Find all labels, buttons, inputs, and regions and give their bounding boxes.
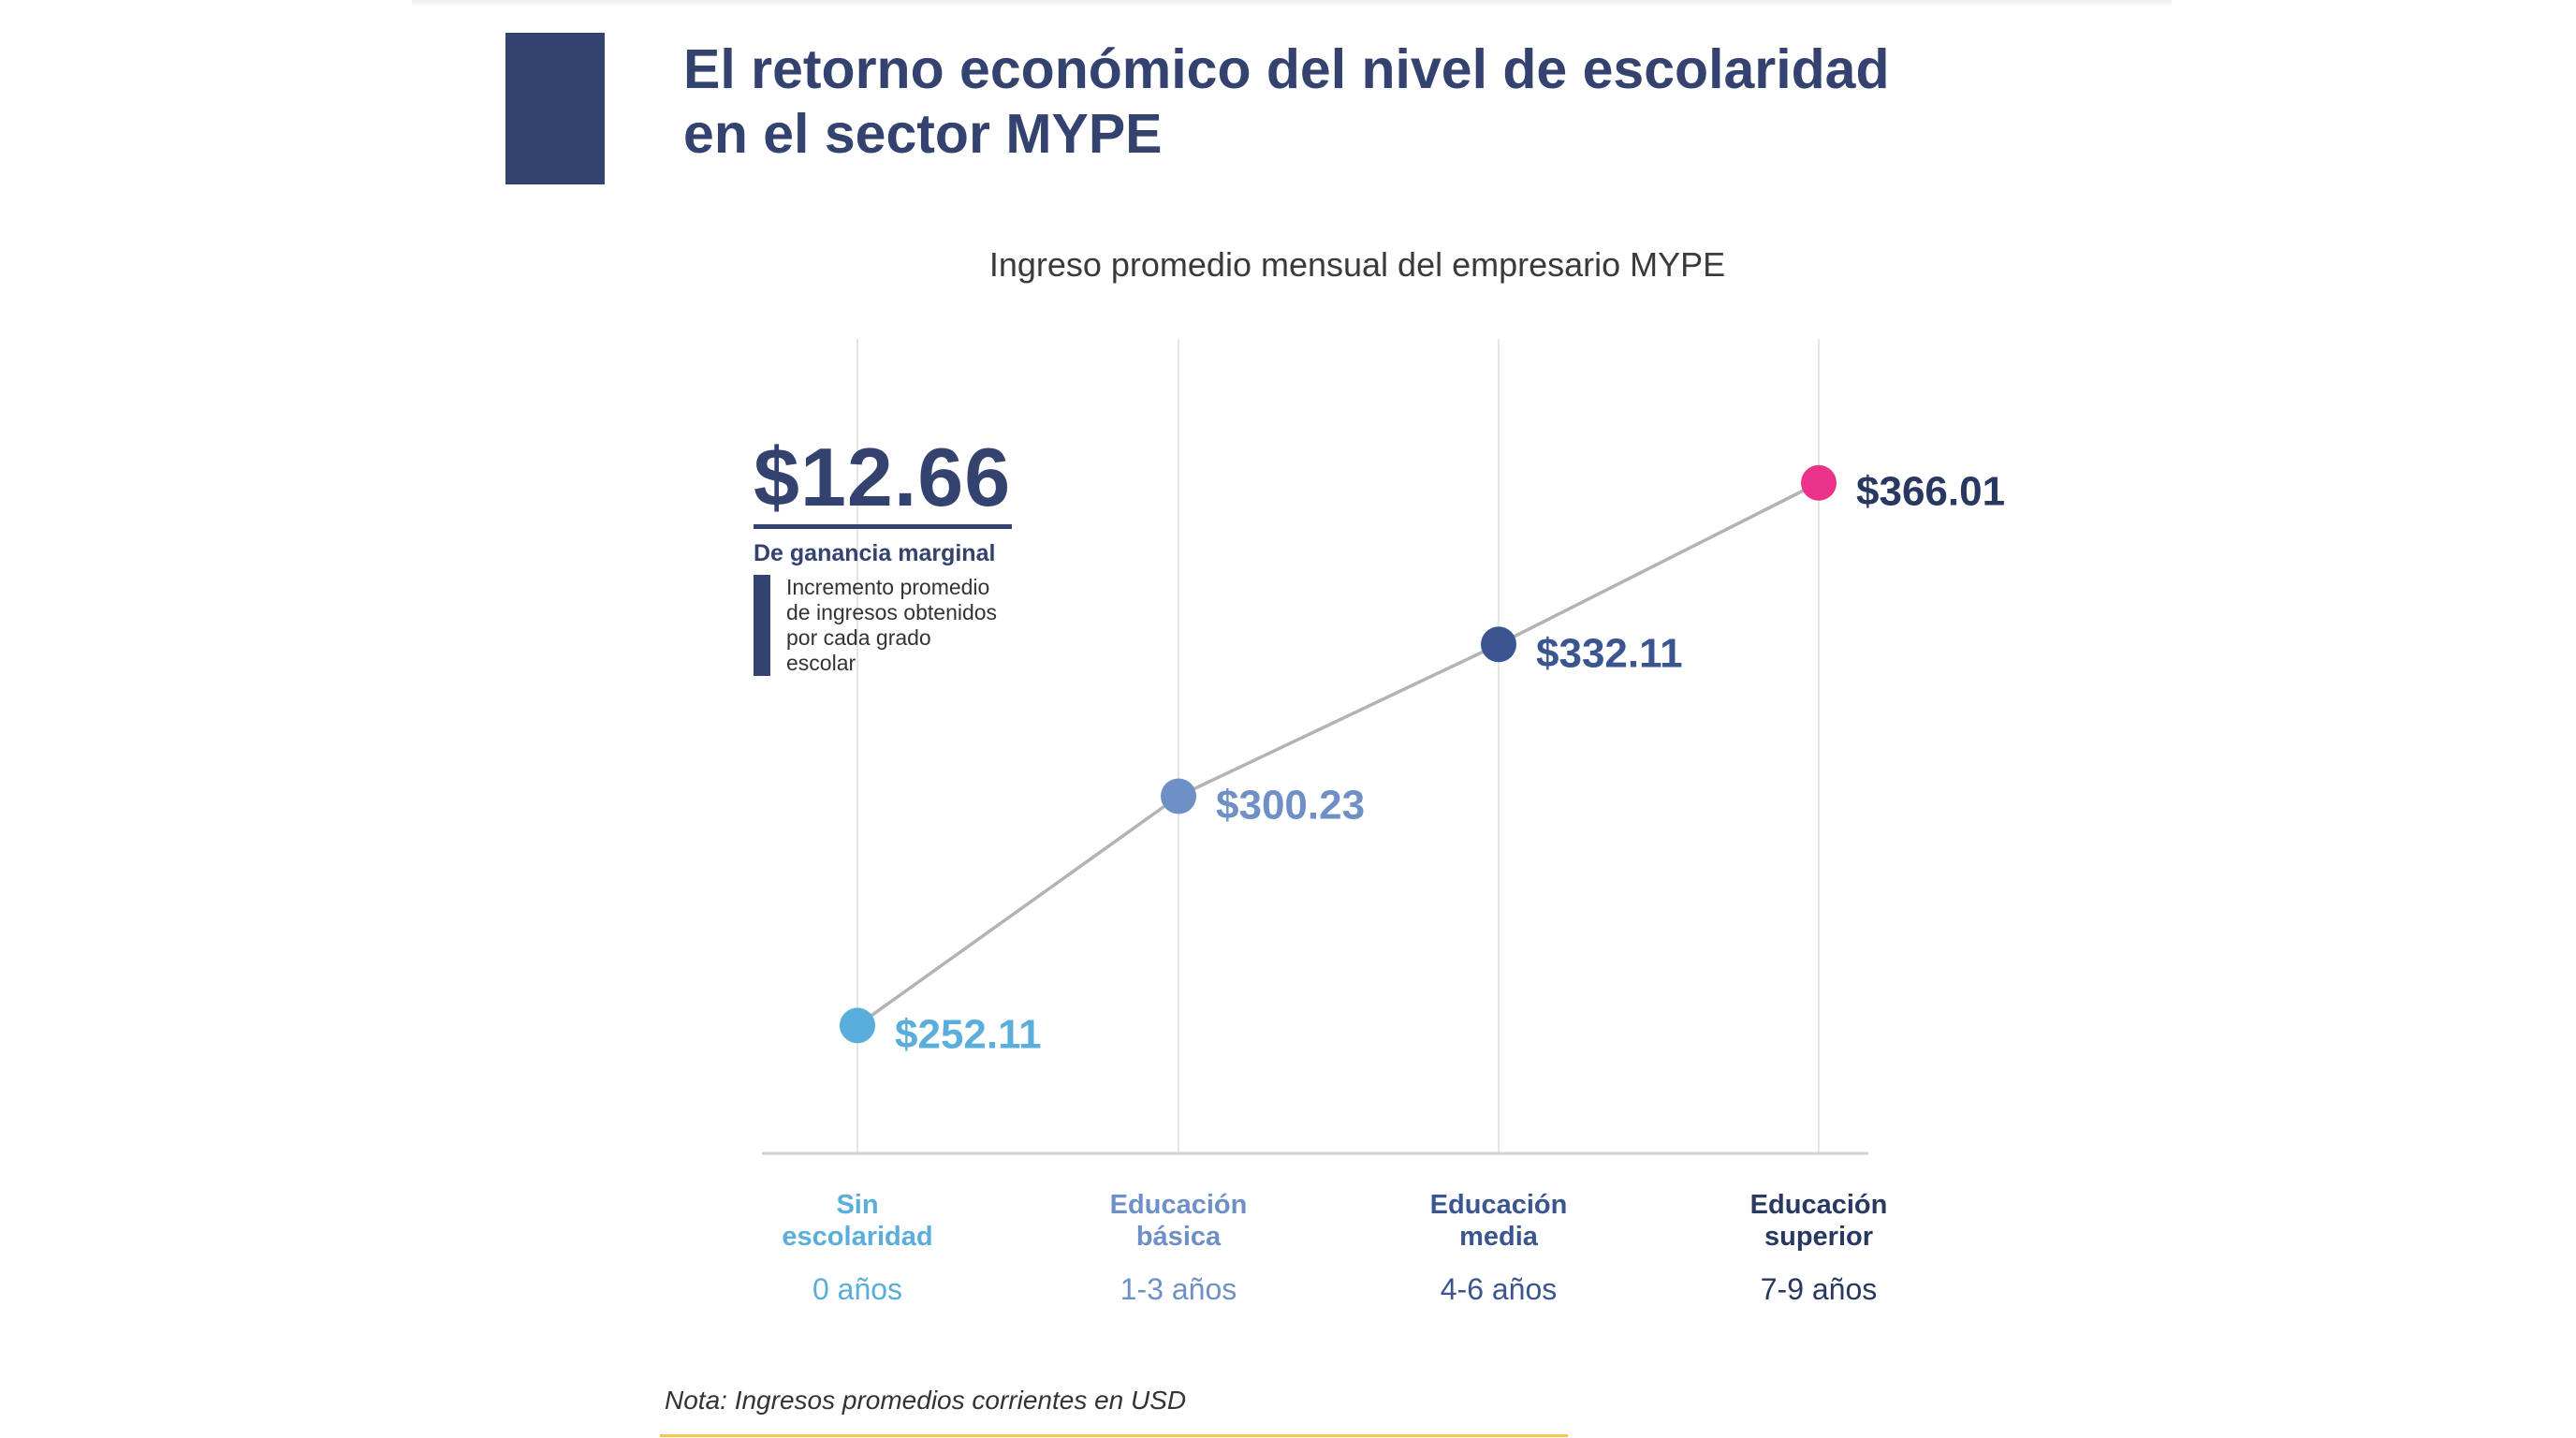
marginal-gain-underline — [754, 524, 1012, 529]
footnote: Nota: Ingresos promedios corrientes en U… — [665, 1386, 1187, 1415]
data-label-2: $300.23 — [1216, 782, 1365, 828]
data-label-4: $366.01 — [1856, 469, 2005, 515]
marginal-gain-heading: De ganancia marginal — [754, 540, 996, 566]
data-point-3 — [1481, 626, 1516, 663]
footnote-underline — [660, 1434, 1568, 1437]
page-title: El retorno económico del nivel de escola… — [683, 38, 1890, 165]
data-point-2 — [1161, 778, 1196, 814]
marginal-gain-description: Incremento promedio de ingresos obtenido… — [754, 575, 1002, 676]
category-sublabel-4: 7-9 años — [1761, 1272, 1878, 1306]
title-accent-block — [505, 33, 605, 184]
category-label-3: Educación media — [1430, 1190, 1568, 1252]
marginal-gain-value: $12.66 — [754, 431, 1012, 523]
data-label-3: $332.11 — [1536, 630, 1683, 676]
data-point-4 — [1801, 464, 1837, 501]
category-sublabel-2: 1-3 años — [1120, 1272, 1237, 1306]
marginal-gain-callout: $12.66 De ganancia marginal Incremento p… — [754, 433, 1034, 676]
category-label-1: Sin escolaridad — [782, 1190, 932, 1252]
category-label-2: Educación básica — [1110, 1190, 1248, 1252]
category-label-4: Educación superior — [1750, 1190, 1888, 1252]
data-label-1: $252.11 — [895, 1011, 1042, 1057]
top-shadow — [412, 0, 2172, 7]
category-sublabel-1: 0 años — [812, 1272, 902, 1306]
category-sublabel-3: 4-6 años — [1441, 1272, 1558, 1306]
data-point-1 — [840, 1007, 875, 1044]
chart-title: Ingreso promedio mensual del empresario … — [988, 245, 1726, 284]
series-line — [856, 481, 1820, 1027]
